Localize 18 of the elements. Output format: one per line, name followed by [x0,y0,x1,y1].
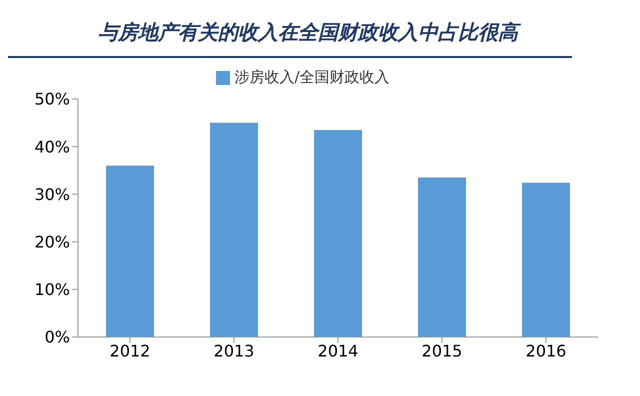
bar [418,178,466,337]
bar [106,166,154,337]
y-tick-label: 30% [34,184,70,204]
bar [314,130,362,337]
legend-label: 涉房收入/全国财政收入 [234,68,390,86]
x-tick-label: 2014 [318,341,358,360]
y-tick-label: 40% [34,137,70,156]
chart-title: 与房地产有关的收入在全国财政收入中占比很高 [8,8,572,58]
x-tick-label: 2015 [422,341,462,360]
bar [522,182,570,337]
x-tick-label: 2012 [110,341,150,360]
x-tick-label: 2016 [526,341,566,360]
y-tick-label: 10% [34,280,70,300]
y-tick-label: 50% [34,90,70,109]
bar [210,122,258,337]
y-tick-label: 0% [44,328,70,347]
x-tick-label: 2013 [214,341,254,360]
y-tick-label: 20% [34,232,70,252]
